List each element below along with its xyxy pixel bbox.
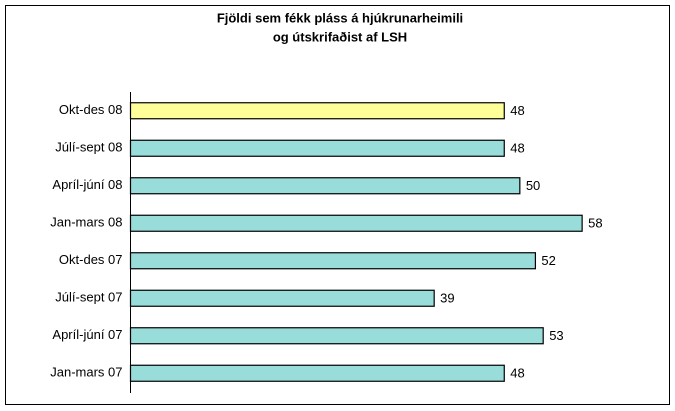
bar [129, 327, 544, 345]
bar [129, 289, 435, 307]
bar [129, 139, 505, 157]
data-label: 53 [549, 328, 563, 343]
bar [129, 177, 521, 195]
y-tick-label: Okt-des 07 [59, 252, 123, 267]
chart-frame [5, 5, 670, 405]
data-label: 48 [510, 103, 524, 118]
chart-title: og útskrifaðist af LSH [273, 29, 407, 44]
data-label: 39 [440, 291, 454, 306]
bar [129, 252, 537, 270]
data-label: 48 [510, 141, 524, 156]
data-label: 52 [541, 253, 555, 268]
y-tick-label: Jan-mars 08 [50, 215, 122, 230]
y-tick-label: Okt-des 08 [59, 102, 123, 117]
y-tick-label: Apríl-júní 07 [52, 327, 122, 342]
y-tick-label: Júlí-sept 08 [55, 140, 122, 155]
data-label: 48 [510, 366, 524, 381]
chart-title: Fjöldi sem fékk pláss á hjúkrunarheimili [217, 10, 463, 25]
y-tick-label: Apríl-júní 08 [52, 177, 122, 192]
y-tick-label: Júlí-sept 07 [55, 290, 122, 305]
data-label: 58 [588, 216, 602, 231]
bar [129, 102, 505, 120]
y-tick-label: Jan-mars 07 [50, 365, 122, 380]
data-label: 50 [526, 178, 540, 193]
bar [129, 214, 583, 232]
bar [129, 364, 505, 382]
